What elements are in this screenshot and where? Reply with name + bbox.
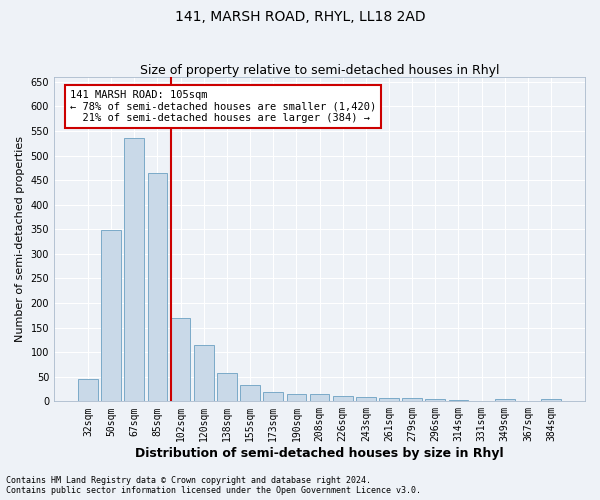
Bar [495, 399, 515, 402]
Bar [425, 399, 445, 402]
Text: Contains HM Land Registry data © Crown copyright and database right 2024.
Contai: Contains HM Land Registry data © Crown c… [6, 476, 421, 495]
Bar [263, 392, 283, 402]
Bar [101, 230, 121, 402]
Bar [78, 379, 98, 402]
Bar [171, 318, 190, 402]
Bar [356, 398, 376, 402]
Bar [287, 394, 306, 402]
Bar [379, 398, 399, 402]
Bar [194, 345, 214, 402]
Bar [124, 138, 144, 402]
Title: Size of property relative to semi-detached houses in Rhyl: Size of property relative to semi-detach… [140, 64, 499, 77]
Bar [148, 173, 167, 402]
Bar [217, 373, 237, 402]
Bar [541, 399, 561, 402]
Y-axis label: Number of semi-detached properties: Number of semi-detached properties [15, 136, 25, 342]
Bar [402, 398, 422, 402]
Bar [333, 396, 353, 402]
Bar [310, 394, 329, 402]
Text: 141 MARSH ROAD: 105sqm
← 78% of semi-detached houses are smaller (1,420)
  21% o: 141 MARSH ROAD: 105sqm ← 78% of semi-det… [70, 90, 376, 123]
Bar [449, 400, 468, 402]
Text: 141, MARSH ROAD, RHYL, LL18 2AD: 141, MARSH ROAD, RHYL, LL18 2AD [175, 10, 425, 24]
X-axis label: Distribution of semi-detached houses by size in Rhyl: Distribution of semi-detached houses by … [135, 447, 504, 460]
Bar [240, 385, 260, 402]
